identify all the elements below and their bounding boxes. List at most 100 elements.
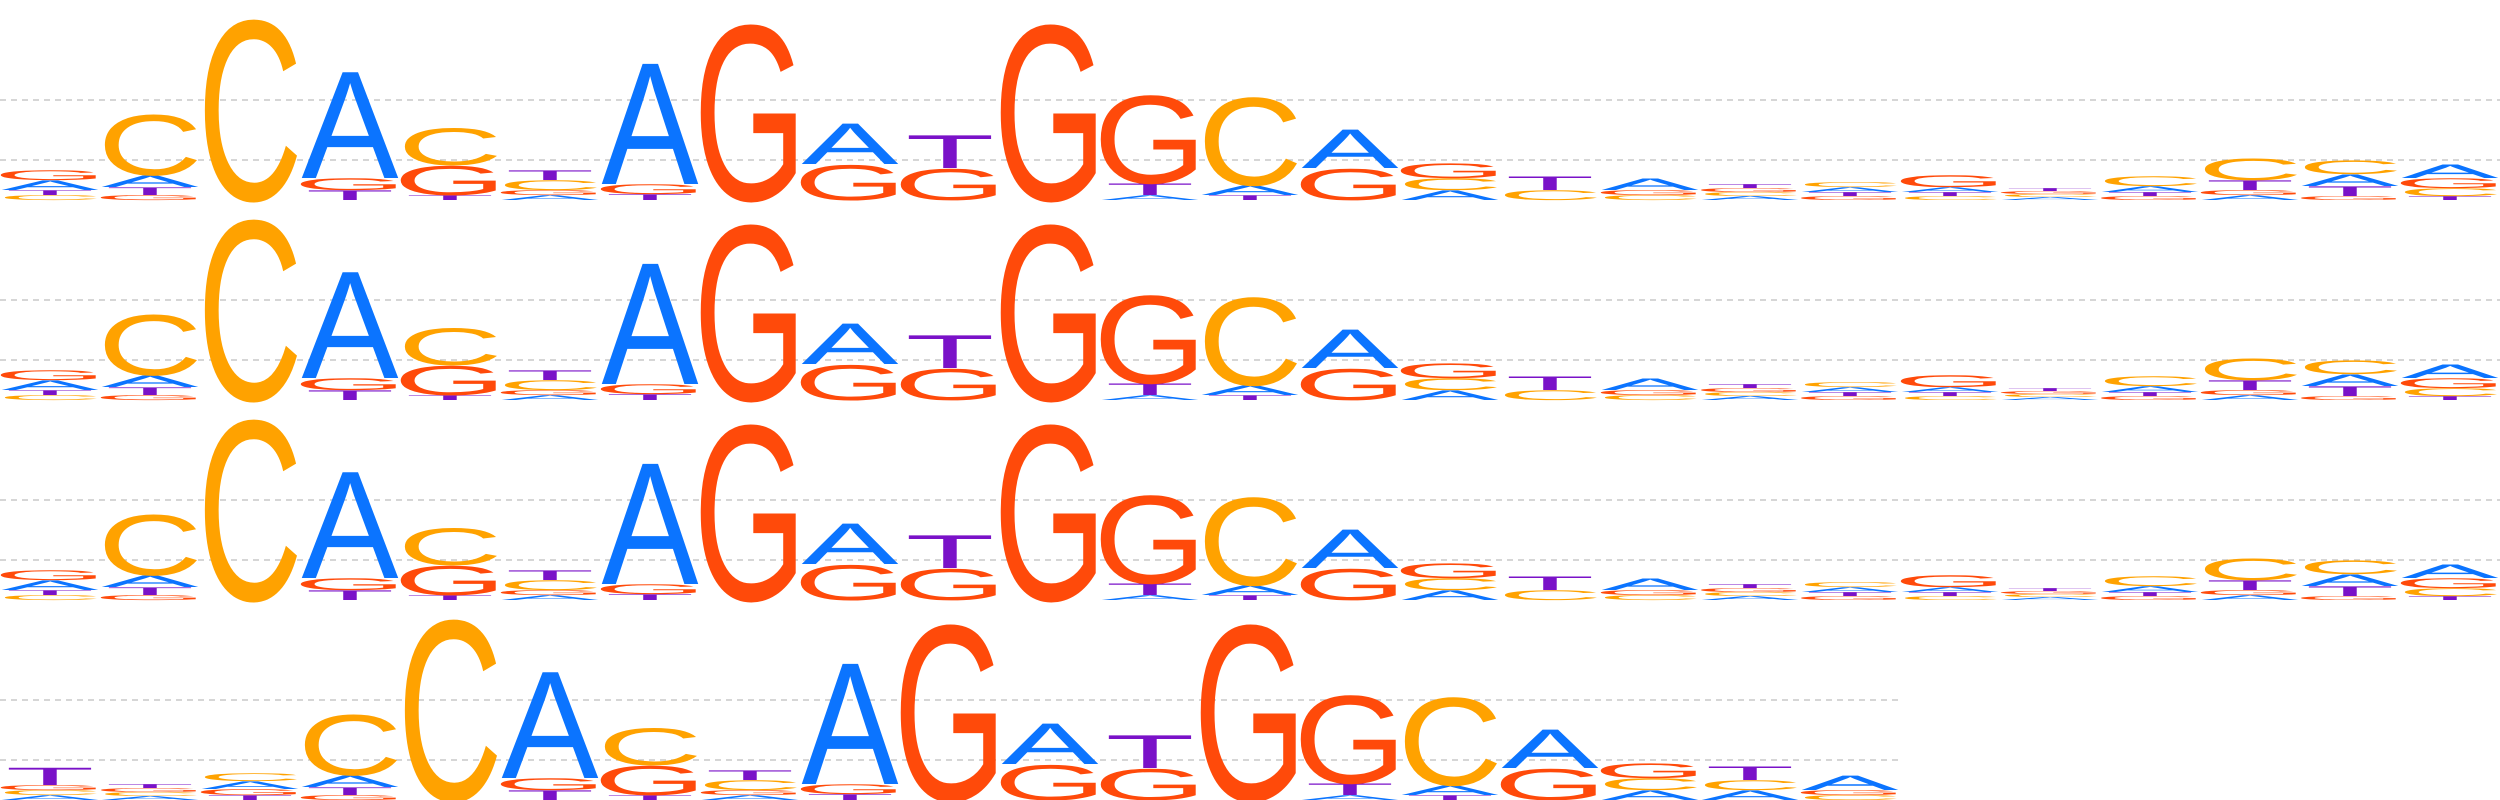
logo-letter-A: A bbox=[1301, 318, 1399, 380]
logo-column: TGC bbox=[393, 317, 506, 404]
logo-letter-G: G bbox=[1393, 359, 1506, 382]
logo-column: CTAG bbox=[0, 567, 107, 601]
logo-letter-G: G bbox=[0, 167, 107, 183]
logo-letter-C: C bbox=[1797, 181, 1902, 189]
logo-column: TCGA bbox=[2393, 160, 2500, 201]
logo-letter-C: C bbox=[97, 98, 202, 194]
logo-letter-C: C bbox=[597, 717, 702, 776]
logo-column: TGA bbox=[493, 639, 606, 800]
logo-letter-G: G bbox=[993, 372, 1106, 654]
logo-column: GTAC bbox=[2293, 156, 2406, 201]
logo-letter-C: C bbox=[2097, 373, 2202, 389]
logo-column: GA bbox=[793, 511, 906, 611]
logo-letter-A: A bbox=[501, 639, 598, 800]
logo-column: GA bbox=[1293, 118, 1406, 210]
logo-letter-C: C bbox=[2197, 553, 2302, 587]
logo-letter-T: T bbox=[106, 783, 195, 789]
logo-letter-C: C bbox=[97, 298, 202, 394]
logo-letter-T: T bbox=[1706, 183, 1795, 189]
logo-column: GT bbox=[893, 325, 1006, 410]
logo-letter-G: G bbox=[1193, 572, 1306, 800]
logo-letter-C: C bbox=[397, 567, 502, 800]
logo-column: GT bbox=[893, 125, 1006, 210]
logo-column: GA bbox=[793, 311, 906, 411]
logo-letter-G: G bbox=[1093, 69, 1206, 210]
logo-letter-C: C bbox=[1797, 581, 1902, 589]
logo-letter-T: T bbox=[506, 167, 595, 183]
logo-letter-C: C bbox=[2297, 356, 2402, 378]
logo-letter-G: G bbox=[1093, 469, 1206, 610]
logo-letter-C: C bbox=[2097, 573, 2202, 589]
logo-column: AGTC bbox=[2193, 353, 2306, 402]
logo-column: ATG bbox=[1093, 269, 1206, 410]
logo-letter-C: C bbox=[2197, 353, 2302, 387]
logo-letter-G: G bbox=[0, 367, 107, 383]
logo-column: ATG bbox=[1093, 69, 1206, 210]
logo-column: TGC bbox=[593, 717, 706, 800]
logo-letter-C: C bbox=[2297, 156, 2402, 178]
logo-letter-T: T bbox=[1506, 572, 1595, 594]
logo-letter-C: C bbox=[297, 698, 402, 794]
logo-column: GTAC bbox=[2293, 556, 2406, 601]
logo-column: ACGT bbox=[1693, 383, 1806, 401]
logo-column: CGA bbox=[1593, 575, 1706, 602]
logo-letter-T: T bbox=[2006, 387, 2095, 392]
logo-column: ATG bbox=[1093, 469, 1206, 610]
logo-letter-A: A bbox=[1601, 175, 1698, 194]
logo-letter-T: T bbox=[906, 525, 995, 578]
logo-column: ACG bbox=[1593, 759, 1706, 800]
logo-column: ACT bbox=[1697, 762, 1802, 800]
logo-letter-A: A bbox=[801, 628, 898, 800]
logo-column: CGA bbox=[1593, 375, 1706, 402]
logo-column: CGA bbox=[1793, 771, 1906, 800]
logo-column: G bbox=[993, 372, 1106, 654]
logo-letter-G: G bbox=[1393, 559, 1506, 582]
logo-letter-A: A bbox=[301, 239, 398, 411]
logo-column: CGA bbox=[1593, 175, 1706, 202]
logo-letter-G: G bbox=[1893, 372, 2006, 391]
logo-column: GTAC bbox=[2093, 173, 2206, 201]
logo-letter-T: T bbox=[6, 763, 95, 791]
logo-column: TGA bbox=[293, 39, 406, 211]
logo-column: ACG bbox=[1393, 159, 1506, 203]
logo-letter-G: G bbox=[893, 572, 1006, 800]
logo-letter-C: C bbox=[197, 367, 302, 655]
logo-letter-A: A bbox=[1801, 771, 1899, 794]
logo-column: GA bbox=[1293, 518, 1406, 610]
logo-letter-T: T bbox=[1706, 583, 1795, 589]
logo-column: TGA bbox=[593, 428, 706, 622]
logo-column: ACGT bbox=[1693, 583, 1806, 601]
logo-letter-A: A bbox=[301, 39, 398, 211]
logo-column: TCGA bbox=[2393, 360, 2500, 401]
logo-letter-A: A bbox=[801, 311, 898, 377]
logo-column: GTAC bbox=[2093, 373, 2206, 401]
logo-letter-C: C bbox=[97, 498, 202, 594]
logo-letter-T: T bbox=[1506, 172, 1595, 194]
logo-column: G bbox=[1193, 572, 1306, 800]
logo-letter-C: C bbox=[2097, 173, 2202, 189]
logo-column: GTAC bbox=[93, 498, 206, 602]
logo-letter-C: C bbox=[197, 771, 302, 783]
logo-column: CTAG bbox=[1893, 572, 2006, 601]
logo-column: CT bbox=[1497, 172, 1602, 203]
logo-column: GTAC bbox=[1793, 181, 1906, 202]
logo-letter-G: G bbox=[0, 567, 107, 583]
logo-letter-T: T bbox=[506, 367, 595, 383]
logo-column: TGA bbox=[593, 228, 706, 422]
logo-column: ACG bbox=[1393, 559, 1506, 603]
logo-row: CTAGGTACC TGA TGCAGCTTGAGGAGT GATG TACGAACGC… bbox=[0, 0, 2500, 255]
logo-column: ACGT bbox=[1993, 387, 2106, 401]
logo-column: TGA bbox=[793, 628, 906, 800]
logo-letter-T: T bbox=[906, 125, 995, 178]
logo-column: TGA bbox=[293, 439, 406, 611]
logo-letter-T: T bbox=[1506, 372, 1595, 394]
logo-letter-T: T bbox=[2006, 187, 2095, 192]
